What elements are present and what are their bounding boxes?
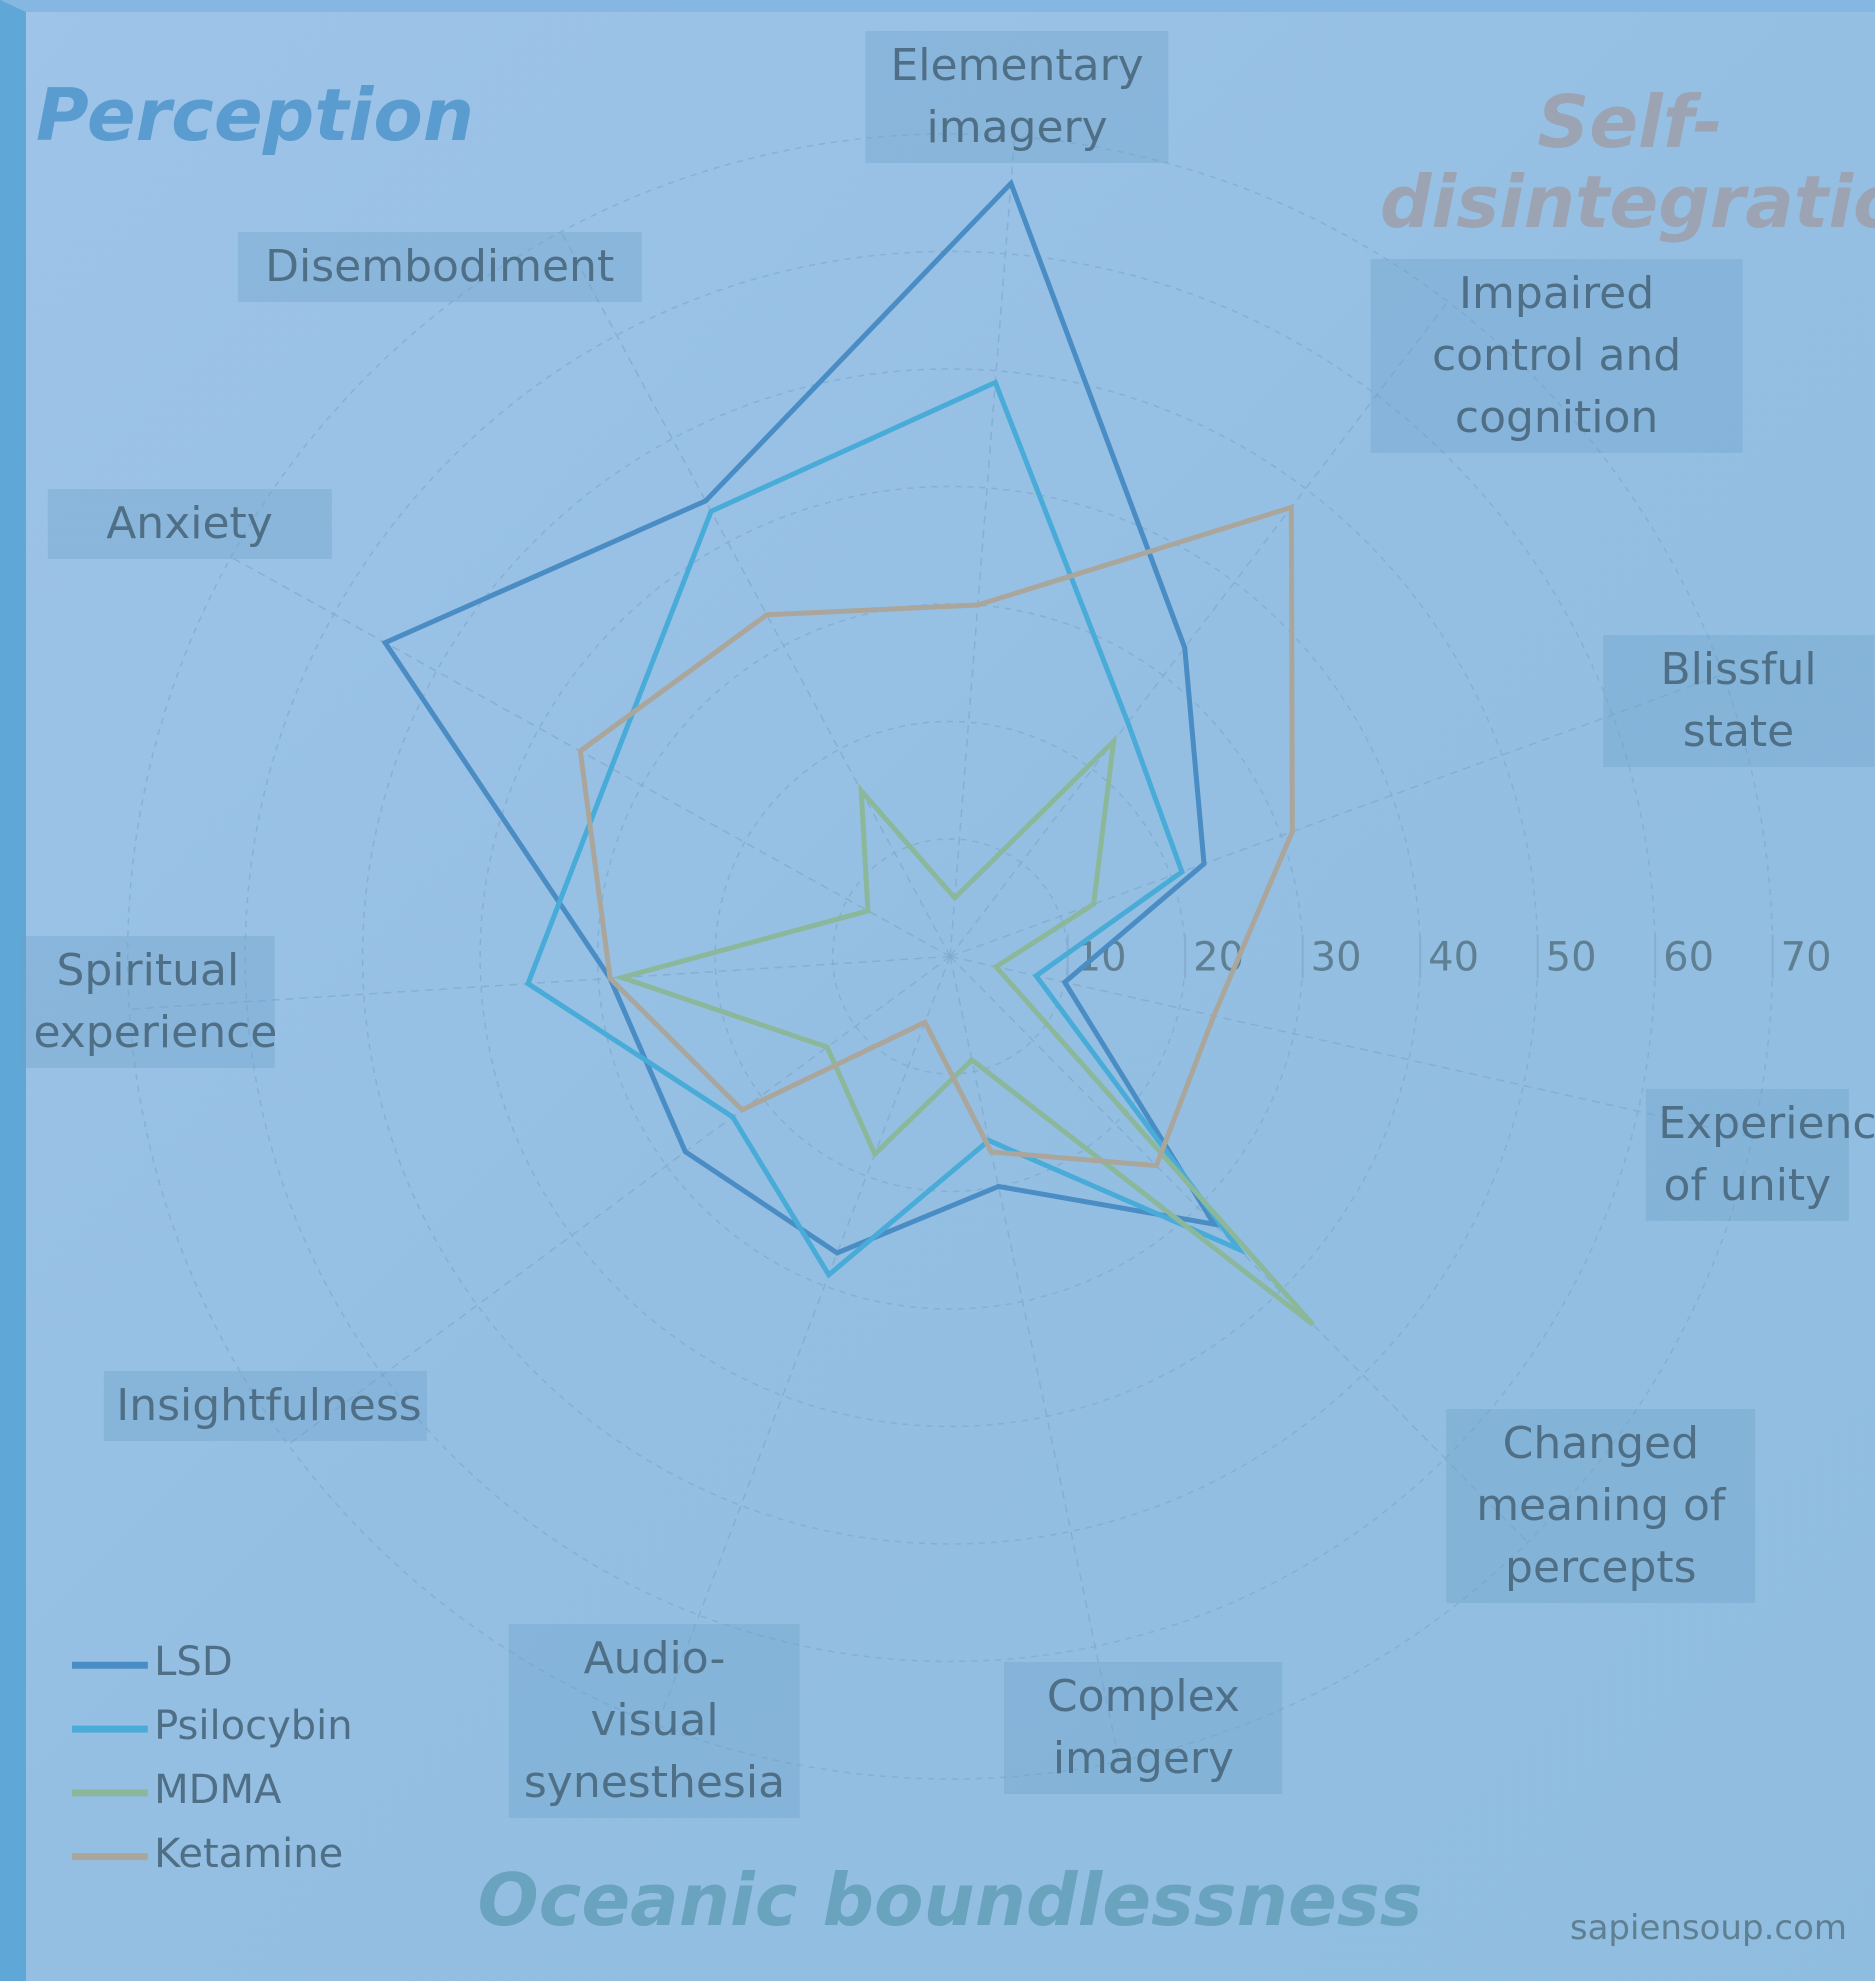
legend-label: MDMA — [154, 1766, 282, 1813]
series-line — [524, 379, 1247, 1279]
annotation: Perception — [36, 73, 475, 157]
axis-line — [949, 136, 1016, 957]
series-line — [381, 178, 1220, 1256]
axis-line — [560, 231, 951, 957]
legend-label: LSD — [154, 1639, 233, 1686]
annotation: Oceanic boundlessness — [477, 1858, 1423, 1942]
axis-line — [656, 956, 951, 1726]
legend-label: Ketamine — [154, 1830, 344, 1877]
category-label: Audio-visual synesthesia — [509, 1623, 800, 1818]
axis-line — [287, 955, 951, 1446]
series-line — [613, 734, 1315, 1327]
category-label: Spiritual experience — [21, 935, 277, 1068]
axis-line — [129, 955, 951, 1011]
axis-line — [949, 956, 1120, 1762]
category-label: Blissful state — [1602, 635, 1875, 768]
tick-label: 70 — [1781, 934, 1832, 980]
category-label: Experience of unity — [1646, 1088, 1875, 1221]
axis-line — [230, 556, 951, 958]
legend-label: Psilocybin — [154, 1703, 353, 1750]
tick-label: 60 — [1663, 934, 1714, 980]
category-label: Impaired control and cognition — [1370, 259, 1743, 454]
axis-line — [949, 955, 1753, 1138]
axis-line — [949, 301, 1449, 957]
category-label: Elementary imagery — [865, 31, 1169, 164]
tick-label: 40 — [1428, 934, 1479, 980]
series-line — [577, 503, 1295, 1169]
category-label: Changed meaning of percepts — [1446, 1409, 1756, 1604]
category-label: Complex imagery — [1004, 1662, 1283, 1795]
tick-label: 30 — [1311, 934, 1362, 980]
annotation: Self-disintegration — [1380, 80, 1875, 244]
category-label: Disembodiment — [237, 231, 642, 302]
source: sapiensoup.com — [1569, 1908, 1847, 1948]
tick-label: 50 — [1546, 934, 1597, 980]
category-label: Insightfulness — [104, 1371, 427, 1442]
category-label: Anxiety — [47, 489, 332, 560]
tick-label: 20 — [1193, 934, 1244, 980]
axis-line — [949, 673, 1724, 958]
